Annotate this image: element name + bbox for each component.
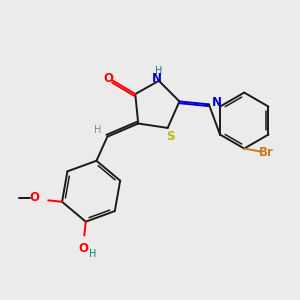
Text: N: N (152, 72, 161, 85)
Text: H: H (94, 125, 102, 135)
Text: Br: Br (259, 146, 274, 159)
Text: H: H (154, 66, 162, 76)
Text: H: H (89, 249, 96, 259)
Text: O: O (103, 72, 113, 85)
Text: S: S (167, 130, 175, 143)
Text: O: O (30, 191, 40, 205)
Text: methoxy: methoxy (19, 197, 25, 199)
Text: N: N (212, 96, 222, 110)
Text: O: O (79, 242, 89, 255)
